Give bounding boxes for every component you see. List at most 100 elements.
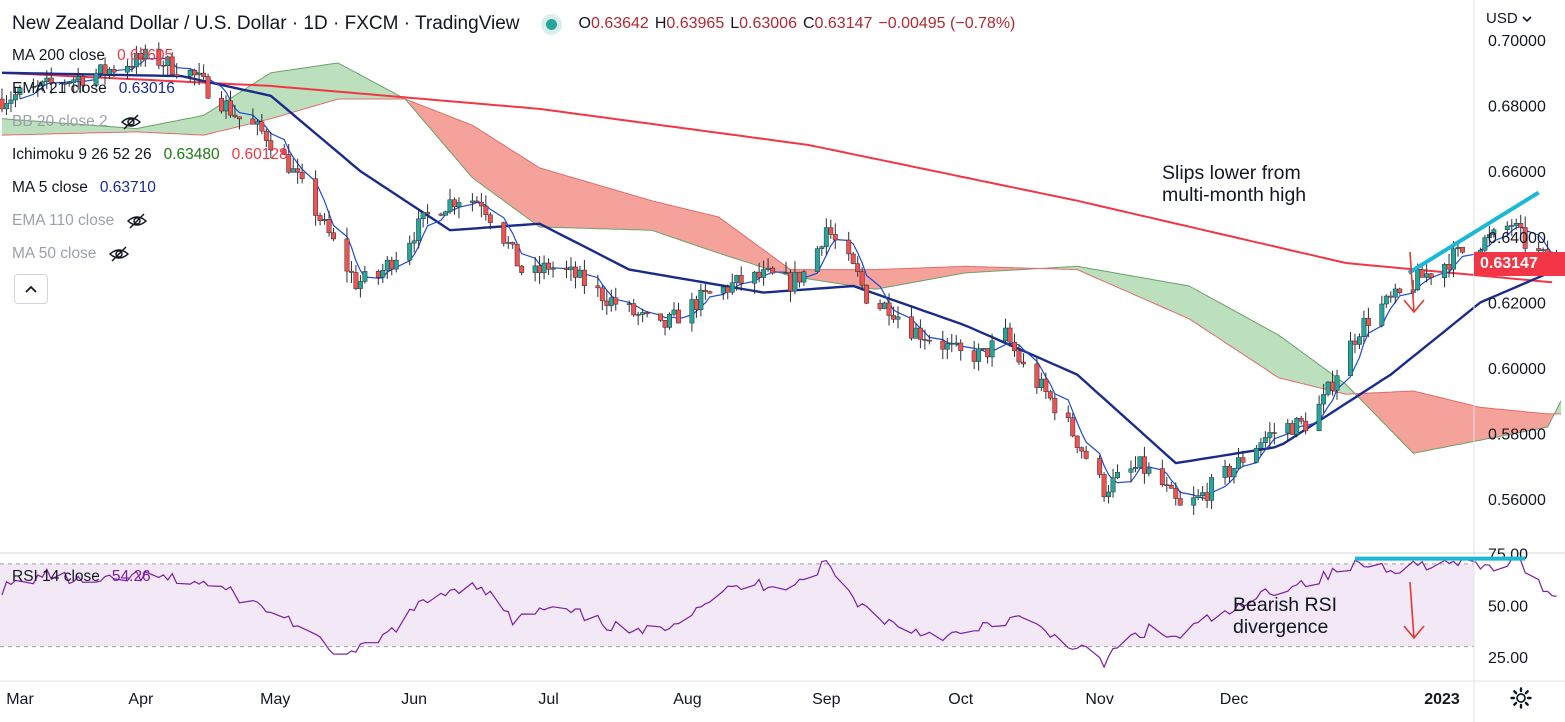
collapse-legend-button[interactable] <box>14 274 48 304</box>
settings-gear-icon[interactable] <box>1509 686 1533 710</box>
bearish-candle <box>375 271 381 278</box>
bullish-candle <box>1038 378 1044 388</box>
bullish-candle <box>443 211 448 216</box>
bearish-candle <box>514 243 520 267</box>
rsi-tick-label: 75.00 <box>1488 547 1528 564</box>
bearish-candle <box>348 270 354 273</box>
close-label: C <box>802 15 815 32</box>
bullish-candle <box>1267 432 1273 438</box>
legend-ichimoku[interactable]: Ichimoku 9 26 52 26 0.63480 0.60128 <box>12 146 288 164</box>
bullish-candle <box>142 48 148 59</box>
bullish-candle <box>1491 229 1497 235</box>
legend-bb20[interactable]: BB 20 close 2 <box>12 113 142 131</box>
bearish-candle <box>326 219 332 234</box>
bullish-candle <box>608 297 614 306</box>
legend-ma200-name: MA 200 close <box>12 47 106 64</box>
bearish-candle <box>344 238 350 272</box>
bearish-candle <box>1168 484 1174 489</box>
bearish-candle <box>236 116 242 120</box>
bearish-candle <box>725 286 731 293</box>
bullish-candle <box>1236 457 1241 469</box>
eye-hidden-icon[interactable] <box>126 213 148 229</box>
bearish-candle <box>1240 457 1246 463</box>
bearish-candle <box>1303 420 1309 432</box>
rsi-band-fill <box>0 563 1474 647</box>
legend-ma5[interactable]: MA 5 close 0.63710 <box>12 179 156 197</box>
legend-ma200[interactable]: MA 200 close 0.62605 <box>12 47 173 65</box>
bullish-candle <box>1392 288 1398 298</box>
bearish-candle <box>160 64 166 67</box>
candlesticks[interactable] <box>0 42 1560 515</box>
legend-ma50[interactable]: MA 50 close <box>12 245 130 263</box>
bullish-candle <box>819 246 825 249</box>
annotation-top: Slips lower from multi-month high <box>1162 162 1306 206</box>
bullish-candle <box>1321 394 1327 405</box>
currency-selector[interactable]: USD <box>1486 10 1532 27</box>
bearish-candle <box>317 215 323 222</box>
bullish-candle <box>17 87 23 95</box>
bullish-candle <box>1146 468 1152 474</box>
bullish-candle <box>322 219 328 222</box>
bearish-candle <box>1419 269 1425 278</box>
eye-hidden-icon[interactable] <box>108 246 130 262</box>
bullish-candle <box>823 227 829 247</box>
bearish-candle <box>1289 423 1295 435</box>
bullish-candle <box>1003 327 1008 342</box>
bearish-candle <box>483 205 489 216</box>
annotation-top-line2: multi-month high <box>1162 184 1307 206</box>
legend-rsi-name: RSI 14 close <box>12 568 100 585</box>
bullish-candle <box>882 302 888 309</box>
bullish-candle <box>1231 468 1237 478</box>
bearish-candle <box>1518 223 1524 228</box>
bearish-candle <box>662 320 668 328</box>
bullish-candle <box>30 86 36 89</box>
bullish-candle <box>4 103 9 110</box>
bearish-candle <box>877 303 883 309</box>
rsi-tick-label: 25.00 <box>1488 650 1528 667</box>
bullish-candle <box>71 79 77 83</box>
bearish-candle <box>908 316 914 339</box>
bullish-candle <box>698 289 704 310</box>
bearish-candle <box>268 140 274 151</box>
symbol-title[interactable]: New Zealand Dollar / U.S. Dollar · 1D · … <box>12 13 520 34</box>
eye-hidden-icon[interactable] <box>120 114 142 130</box>
annotation-top-line1: Slips lower from <box>1162 162 1301 184</box>
bearish-candle <box>595 285 601 289</box>
open-label: O <box>578 15 591 32</box>
bearish-candle <box>192 69 198 76</box>
legend-ema21[interactable]: EMA 21 close 0.63016 <box>12 80 175 98</box>
bullish-candle <box>133 52 139 68</box>
bearish-candle <box>313 178 319 216</box>
bearish-candle <box>702 289 708 292</box>
bearish-candle <box>1388 295 1394 298</box>
bullish-candle <box>107 68 112 75</box>
bearish-candle <box>263 130 269 141</box>
bullish-candle <box>671 309 677 315</box>
bullish-candle <box>223 100 229 112</box>
annotation-rsi-line1: Bearish RSI <box>1233 594 1338 616</box>
time-tick-label: 2023 <box>1424 691 1460 708</box>
bullish-candle <box>1334 375 1340 391</box>
bullish-candle <box>124 66 130 73</box>
bearish-candle <box>832 234 838 241</box>
bearish-candle <box>1173 488 1179 499</box>
bearish-candle <box>295 168 301 173</box>
legend-ma200-value: 0.62605 <box>117 47 174 64</box>
bearish-candle <box>546 262 552 270</box>
bearish-candle <box>228 100 233 116</box>
high-value: 0.63965 <box>666 15 725 32</box>
bearish-candle <box>174 74 180 77</box>
bearish-candle <box>501 222 507 244</box>
legend-ema110[interactable]: EMA 110 close <box>12 212 148 230</box>
rsi-downtrend-arrow <box>1409 581 1415 639</box>
legend-rsi[interactable]: RSI 14 close 54.26 <box>12 568 151 586</box>
bearish-candle <box>1460 247 1465 253</box>
bullish-candle <box>1361 318 1367 338</box>
bearish-candle <box>1365 318 1371 326</box>
bearish-candle <box>1034 363 1040 388</box>
bullish-candle <box>577 269 583 278</box>
bearish-candle <box>169 56 175 75</box>
bearish-candle <box>425 212 431 215</box>
bullish-candle <box>1258 442 1264 449</box>
bearish-candle <box>859 271 865 286</box>
